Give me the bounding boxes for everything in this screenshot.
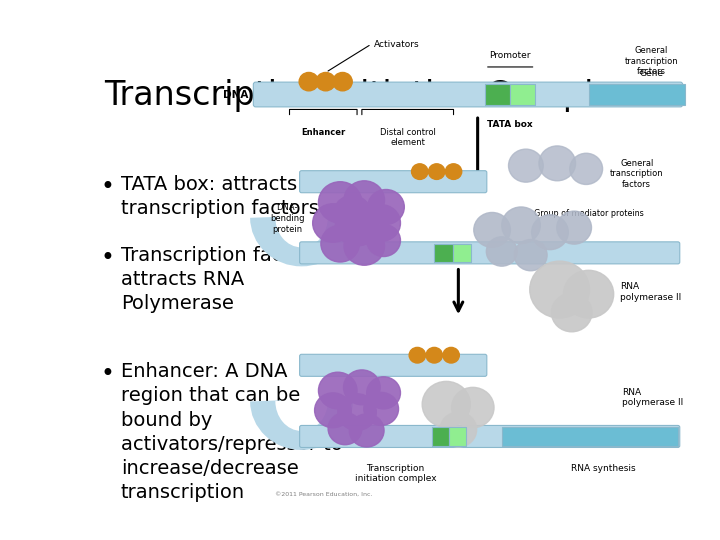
Text: RNA
polymerase II: RNA polymerase II	[620, 282, 681, 302]
Text: •: •	[100, 362, 114, 386]
Text: •: •	[100, 246, 114, 269]
Circle shape	[316, 72, 336, 91]
Circle shape	[428, 164, 445, 179]
Text: TATA box: attracts
transcription factors: TATA box: attracts transcription factors	[121, 175, 318, 218]
FancyBboxPatch shape	[300, 242, 680, 264]
FancyBboxPatch shape	[253, 82, 683, 107]
Circle shape	[368, 190, 405, 225]
Circle shape	[334, 195, 371, 231]
FancyBboxPatch shape	[510, 84, 535, 105]
Circle shape	[426, 347, 442, 363]
FancyBboxPatch shape	[449, 427, 466, 446]
Text: RNA
polymerase II: RNA polymerase II	[622, 388, 683, 407]
Circle shape	[315, 393, 351, 428]
Circle shape	[451, 387, 494, 428]
Text: General
transcription
factors: General transcription factors	[610, 159, 664, 188]
Circle shape	[486, 237, 517, 266]
Text: Transcription
initiation complex: Transcription initiation complex	[355, 464, 436, 483]
Circle shape	[338, 394, 377, 430]
Circle shape	[530, 261, 590, 318]
Circle shape	[321, 225, 359, 262]
Circle shape	[336, 205, 379, 246]
Circle shape	[328, 413, 362, 445]
FancyBboxPatch shape	[485, 84, 510, 105]
Text: RNA synthesis: RNA synthesis	[571, 464, 635, 473]
Text: Enhancer: Enhancer	[301, 127, 346, 137]
Text: DNA: DNA	[223, 90, 248, 99]
Circle shape	[446, 164, 462, 179]
FancyBboxPatch shape	[432, 427, 449, 446]
Circle shape	[502, 207, 541, 244]
Circle shape	[366, 225, 400, 256]
Circle shape	[508, 149, 544, 182]
Circle shape	[514, 240, 547, 271]
Circle shape	[552, 293, 592, 332]
Text: General
transcription
factors: General transcription factors	[624, 46, 678, 76]
Circle shape	[300, 72, 318, 91]
Circle shape	[318, 372, 357, 409]
FancyBboxPatch shape	[589, 84, 685, 105]
FancyBboxPatch shape	[300, 354, 487, 376]
Circle shape	[362, 205, 400, 241]
Circle shape	[570, 153, 603, 185]
Circle shape	[364, 393, 399, 426]
FancyBboxPatch shape	[434, 244, 453, 262]
Circle shape	[557, 211, 592, 244]
Circle shape	[349, 414, 384, 447]
Text: Transcription factors:
attracts RNA
Polymerase: Transcription factors: attracts RNA Poly…	[121, 246, 327, 313]
Text: DNA-
bending
protein: DNA- bending protein	[270, 203, 305, 234]
FancyBboxPatch shape	[300, 426, 680, 448]
Text: Distal control
element: Distal control element	[379, 127, 436, 147]
Circle shape	[333, 72, 352, 91]
Circle shape	[474, 212, 510, 247]
Text: Gene: Gene	[639, 70, 663, 78]
Circle shape	[531, 215, 568, 249]
Circle shape	[409, 347, 426, 363]
Circle shape	[366, 377, 400, 409]
Circle shape	[318, 181, 362, 223]
Text: Promoter: Promoter	[489, 51, 531, 60]
Text: •: •	[100, 175, 114, 199]
Text: Enhancer: A DNA
region that can be
bound by
activators/repressor to
increase/dec: Enhancer: A DNA region that can be bound…	[121, 362, 343, 502]
Text: ©2011 Pearson Education, Inc.: ©2011 Pearson Education, Inc.	[274, 491, 372, 497]
FancyBboxPatch shape	[502, 427, 678, 446]
Circle shape	[440, 412, 477, 447]
Circle shape	[344, 181, 384, 219]
Text: Group of mediator proteins: Group of mediator proteins	[534, 210, 644, 218]
FancyBboxPatch shape	[300, 171, 487, 193]
Circle shape	[443, 347, 459, 363]
Circle shape	[539, 146, 575, 181]
Circle shape	[312, 204, 354, 242]
FancyBboxPatch shape	[453, 244, 471, 262]
Circle shape	[564, 271, 613, 318]
Circle shape	[412, 164, 428, 179]
Text: Activators: Activators	[374, 39, 420, 49]
Circle shape	[422, 381, 470, 427]
Text: Transcription Initiation Complex: Transcription Initiation Complex	[104, 79, 634, 112]
Circle shape	[343, 370, 380, 405]
Text: TATA box: TATA box	[487, 120, 533, 129]
Circle shape	[344, 227, 384, 265]
